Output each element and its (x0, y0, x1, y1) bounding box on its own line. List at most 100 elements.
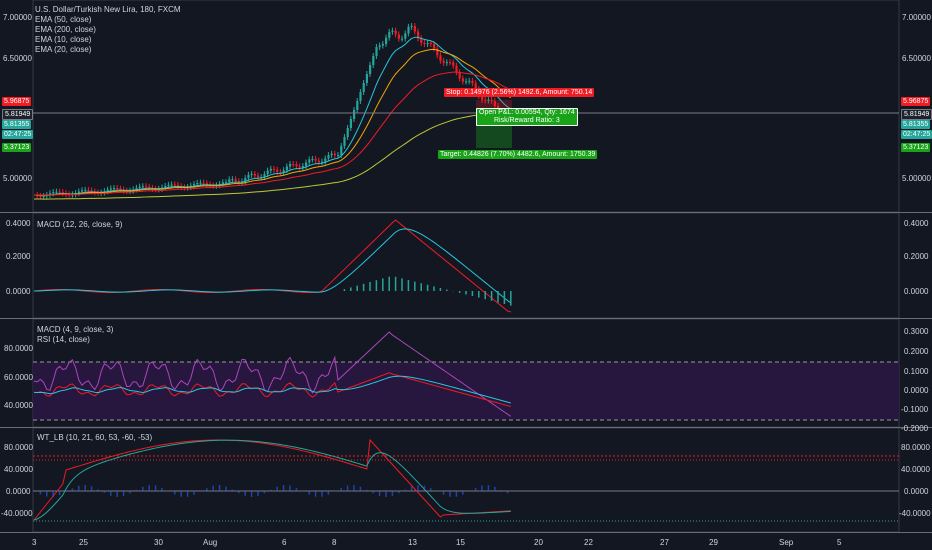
open-pnl-label[interactable]: Open P&L: 0.00594, Qty: 1674 Risk/Reward… (476, 108, 578, 126)
candle-body (276, 169, 279, 172)
candle-body (321, 161, 324, 163)
candle-body (359, 92, 362, 101)
candle-body (423, 42, 426, 44)
candle-body (196, 182, 199, 185)
candle-body (394, 30, 397, 35)
candle-body (247, 174, 250, 179)
price-badge-stop: 5.96875 (2, 97, 32, 106)
candle-body (442, 60, 445, 63)
macd-line (33, 219, 511, 313)
time-tick: 13 (408, 538, 417, 547)
candle-body (39, 196, 42, 198)
legend-ema200: EMA (200, close) (35, 25, 96, 34)
stop-loss-label[interactable]: Stop: 0.14976 (2.56%) 1492.6, Amount: 75… (444, 88, 595, 97)
legend-ema20: EMA (20, close) (35, 45, 92, 54)
wt-tick-right: 80.0000 (901, 443, 930, 452)
rsi-tick-left: 80.0000 (4, 344, 33, 353)
candle-body (253, 173, 256, 176)
macd-title: MACD (12, 26, close, 9) (37, 220, 123, 229)
candle-body (269, 168, 272, 171)
candle-body (487, 99, 490, 101)
main-legend: U.S. Dollar/Turkish New Lira, 180, FXCM … (35, 5, 181, 55)
candle-body (202, 182, 205, 184)
candle-body (173, 184, 176, 186)
wt-tick-right: 40.0000 (901, 465, 930, 474)
candle-body (452, 62, 455, 66)
candle-body (311, 158, 314, 160)
macd-tick-left: 0.2000 (6, 252, 31, 261)
candle-body (263, 174, 266, 178)
candle-body (177, 185, 180, 187)
wt-legend: WT_LB (10, 21, 60, 53, -60, -53) (37, 433, 152, 443)
candle-body (282, 170, 285, 173)
candle-body (461, 78, 464, 82)
macd-fast-tick-right: 0.2000 (904, 347, 929, 356)
time-tick: 27 (660, 538, 669, 547)
take-profit-label[interactable]: Target: 0.44826 (7.70%) 4482.6, Amount: … (438, 150, 598, 159)
candle-body (90, 190, 93, 192)
price-tick-left: 6.50000 (3, 54, 32, 63)
time-tick: 15 (456, 538, 465, 547)
candle-body (410, 26, 413, 28)
candle-body (308, 159, 311, 163)
candle-body (381, 43, 384, 46)
candle-body (298, 166, 301, 168)
candle-body (493, 101, 496, 107)
candle-body (471, 80, 474, 84)
macd-tick-right: 0.2000 (904, 252, 929, 261)
candle-body (378, 45, 381, 47)
time-tick: 6 (282, 538, 287, 547)
candle-body (58, 191, 61, 193)
candle-body (362, 83, 365, 92)
wt2-line (33, 439, 511, 521)
macd-tick-right: 0.4000 (904, 219, 929, 228)
candle-body (375, 47, 378, 56)
price-badge-target: 5.37123 (2, 143, 32, 152)
candle-body (77, 191, 80, 194)
candle-body (330, 153, 333, 156)
candle-body (49, 193, 52, 195)
rsi-legend: MACD (4, 9, close, 3) RSI (14, close) (37, 325, 113, 345)
candle-body (81, 190, 84, 192)
candle-body (285, 166, 288, 171)
candle-body (289, 164, 292, 167)
macd-fast-tick-right: -0.1000 (901, 405, 929, 414)
wt-pane (32, 427, 900, 533)
candle-body (349, 119, 352, 128)
candle-body (465, 81, 468, 83)
candle-body (404, 33, 407, 39)
candle-body (119, 188, 122, 190)
candle-body (385, 37, 388, 44)
candle-body (141, 186, 144, 188)
candle-body (388, 31, 391, 38)
rsi-title: RSI (14, close) (37, 335, 90, 344)
time-tick: 5 (837, 538, 842, 547)
time-tick: 30 (154, 538, 163, 547)
candle-body (273, 168, 276, 170)
candle-body (279, 171, 282, 173)
candle-body (61, 192, 64, 194)
candle-body (426, 43, 429, 45)
price-tick-right: 5.00000 (902, 174, 931, 183)
candle-body (221, 182, 224, 184)
candle-body (138, 186, 141, 188)
time-tick: 8 (332, 538, 337, 547)
candle-body (170, 184, 173, 186)
price-tick-right: 6.50000 (902, 54, 931, 63)
ema50-line (33, 48, 512, 196)
candle-body (193, 184, 196, 186)
time-tick: 3 (32, 538, 37, 547)
macd-tick-left: 0.4000 (6, 219, 31, 228)
open-pnl-text: Open P&L: 0.00594, Qty: 1674 (479, 109, 575, 116)
candle-body (295, 164, 298, 167)
candle-body (369, 65, 372, 74)
candle-body (397, 34, 400, 39)
candle-body (116, 188, 119, 190)
macd-tick-right: 0.0000 (904, 287, 929, 296)
candle-body (327, 155, 330, 159)
candle-body (84, 189, 87, 191)
wt-title: WT_LB (10, 21, 60, 53, -60, -53) (37, 433, 153, 442)
candle-body (417, 31, 420, 39)
candle-body (234, 179, 237, 182)
